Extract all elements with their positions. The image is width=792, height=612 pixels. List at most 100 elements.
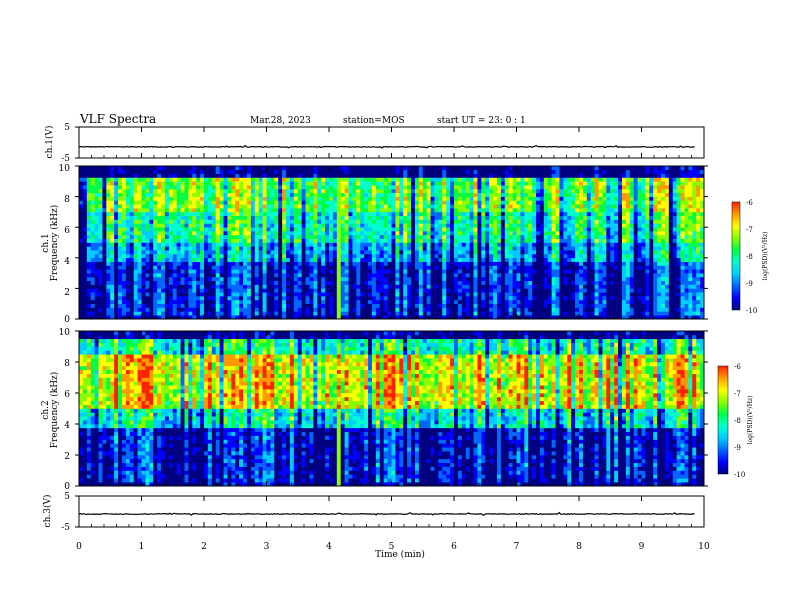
spectrogram-cell [403, 288, 408, 293]
spectrogram-cell [137, 166, 142, 171]
spectrogram-cell [243, 215, 248, 220]
spectrogram-cell [407, 234, 412, 239]
spectrogram-cell [180, 177, 185, 182]
spectrogram-cell [180, 253, 185, 259]
spectrogram-cell [524, 219, 529, 224]
spectrogram-cell [446, 303, 451, 308]
spectrogram-cell [153, 169, 158, 174]
spectrogram-cell [200, 196, 205, 201]
spectrogram-cell [473, 215, 478, 220]
spectrogram-cell [512, 208, 517, 213]
spectrogram-cell [543, 265, 549, 270]
spectrogram-cell [496, 188, 502, 194]
spectrogram-cell [286, 215, 291, 220]
spectrogram-cell [110, 215, 115, 220]
spectrogram-cell [426, 292, 431, 297]
spectrogram-cell [184, 219, 189, 224]
spectrogram-cell [383, 250, 388, 255]
spectrogram-cell [305, 288, 310, 293]
spectrogram-cell [414, 204, 420, 209]
spectrogram-cell [352, 204, 357, 209]
spectrogram-cell [395, 185, 400, 190]
spectrogram-cell [469, 261, 474, 266]
spectrogram-cell [461, 192, 467, 197]
spectrogram-cell [496, 185, 502, 190]
spectrogram-cell [215, 234, 220, 239]
spectrogram-cell [481, 303, 486, 308]
spectrogram-cell [196, 208, 201, 213]
spectrogram-cell [305, 273, 310, 278]
spectrogram-cell [496, 292, 502, 297]
spectrogram-cell [211, 261, 217, 266]
spectrogram-cell [465, 177, 470, 182]
spectrogram-cell [90, 215, 95, 220]
spectrogram-cell [262, 219, 267, 224]
spectrogram-cell [289, 219, 295, 224]
spectrogram-cell [223, 196, 228, 201]
spectrogram-cell [164, 307, 170, 312]
spectrogram-cell [180, 223, 185, 228]
spectrogram-cell [442, 296, 447, 301]
spectrogram-cell [215, 315, 220, 320]
spectrogram-cell [309, 315, 314, 320]
spectrogram-cell [157, 188, 162, 194]
spectrogram-cell [157, 200, 162, 205]
spectrogram-cell [250, 208, 256, 213]
spectrogram-cell [235, 196, 240, 201]
spectrogram-cell [317, 192, 322, 197]
spectrogram-cell [90, 173, 95, 178]
spectrogram-cell [344, 250, 349, 255]
spectrogram-cell [168, 196, 174, 201]
spectrogram-cell [399, 200, 404, 205]
spectrogram-cell [301, 231, 306, 236]
spectrogram-cell [164, 188, 170, 194]
spectrogram-cell [563, 238, 568, 243]
spectrogram-cell [118, 292, 123, 297]
spectrogram-cell [246, 234, 252, 239]
spectrogram-cell [375, 166, 381, 171]
spectrogram-cell [508, 192, 513, 197]
spectrogram-cell [379, 223, 384, 228]
spectrogram-cell [414, 250, 420, 255]
spectrogram-cell [418, 234, 424, 239]
spectrogram-cell [375, 265, 381, 270]
spectrogram-cell [473, 204, 478, 209]
spectrogram-cell [500, 253, 506, 259]
spectrogram-cell [555, 288, 560, 293]
spectrogram-cell [309, 265, 314, 270]
spectrogram-cell [90, 231, 95, 236]
spectrogram-cell [340, 223, 345, 228]
spectrogram-cell [207, 200, 213, 205]
spectrogram-cell [536, 253, 541, 259]
spectrogram-cell [532, 299, 537, 305]
spectrogram-cell [270, 200, 275, 205]
spectrogram-cell [364, 188, 369, 194]
spectrogram-cell [215, 204, 220, 209]
spectrogram-cell [520, 200, 525, 205]
spectrogram-cell [161, 208, 166, 213]
spectrogram-cell [98, 261, 103, 266]
spectrogram-cell [368, 231, 373, 236]
spectrogram-cell [239, 238, 244, 243]
spectrogram-cell [543, 177, 549, 182]
spectrogram-cell [239, 211, 244, 217]
spectrogram-cell [196, 246, 201, 251]
spectrogram-cell [481, 269, 486, 274]
ch1-spectrogram [75, 165, 708, 320]
spectrogram-cell [215, 219, 220, 224]
spectrogram-cell [551, 223, 556, 228]
spectrogram-cell [559, 299, 564, 305]
spectrogram-cell [422, 265, 427, 270]
spectrogram-cell [360, 192, 365, 197]
spectrogram-cell [407, 188, 412, 194]
spectrogram-cell [360, 299, 365, 305]
spectrogram-cell [258, 276, 263, 282]
spectrogram-cell [442, 177, 447, 182]
spectrogram-cell [286, 185, 291, 190]
spectrogram-cell [555, 307, 560, 312]
spectrogram-cell [340, 311, 345, 316]
spectrogram-cell [356, 284, 361, 289]
spectrogram-cell [184, 292, 189, 297]
spectrogram-cell [520, 192, 525, 197]
spectrogram-cell [266, 288, 271, 293]
